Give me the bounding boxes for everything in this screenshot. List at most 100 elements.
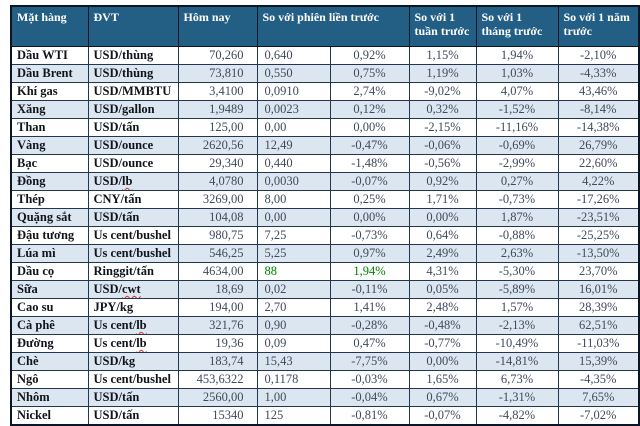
cell-unit: USD/kg <box>88 352 178 370</box>
cell-vs-year: -2,10% <box>558 46 639 64</box>
cell-name: Cà phê <box>11 316 88 334</box>
cell-change: 0,440 <box>257 154 330 172</box>
cell-vs-month: 6,73% <box>476 370 558 388</box>
cell-unit: Us cent/bushel <box>88 370 178 388</box>
cell-name: Dầu Brent <box>11 64 88 82</box>
cell-vs-session: -1,48% <box>330 154 409 172</box>
cell-today: 183,74 <box>178 352 257 370</box>
cell-today: 70,260 <box>178 46 257 64</box>
cell-vs-week: -2,15% <box>409 118 476 136</box>
cell-vs-session: 0,00% <box>330 118 409 136</box>
cell-unit: Ringgit/tấn <box>88 262 178 280</box>
cell-today: 546,25 <box>178 244 257 262</box>
cell-vs-month: 0,27% <box>476 172 558 190</box>
cell-vs-week: 0,00% <box>409 352 476 370</box>
table-row: ChèUSD/kg183,7415,43-7,75%0,00%-14,81%15… <box>11 352 639 370</box>
cell-change: 2,70 <box>257 298 330 316</box>
cell-vs-session: -0,28% <box>330 316 409 334</box>
cell-vs-week: 0,05% <box>409 280 476 298</box>
cell-unit: USD/cwt <box>88 280 178 298</box>
cell-vs-week: 1,15% <box>409 46 476 64</box>
table-row: Cao suJPY/kg194,002,701,41%2,48%1,57%28,… <box>11 298 639 316</box>
cell-change: 0,00 <box>257 208 330 226</box>
cell-vs-month: -2,13% <box>476 316 558 334</box>
cell-vs-session: 0,97% <box>330 244 409 262</box>
cell-vs-week: 1,65% <box>409 370 476 388</box>
cell-vs-session: -0,73% <box>330 226 409 244</box>
cell-vs-session: 0,12% <box>330 100 409 118</box>
cell-today: 3,4100 <box>178 82 257 100</box>
cell-vs-year: 23,70% <box>558 262 639 280</box>
cell-vs-session: -0,47% <box>330 136 409 154</box>
unit-text: Us cent/ <box>94 336 137 350</box>
cell-today: 194,00 <box>178 298 257 316</box>
cell-unit: USD/tấn <box>88 388 178 406</box>
cell-name: Quặng sắt <box>11 208 88 226</box>
cell-vs-month: -5,30% <box>476 262 558 280</box>
header-today: Hôm nay <box>178 6 257 46</box>
cell-vs-year: -13,50% <box>558 244 639 262</box>
cell-today: 2560,00 <box>178 388 257 406</box>
cell-today: 29,340 <box>178 154 257 172</box>
cell-vs-year: -11,03% <box>558 334 639 352</box>
cell-unit: USD/ounce <box>88 154 178 172</box>
cell-vs-session: -0,11% <box>330 280 409 298</box>
cell-name: Cao su <box>11 298 88 316</box>
cell-name: Lúa mì <box>11 244 88 262</box>
cell-vs-year: -8,14% <box>558 100 639 118</box>
cell-vs-week: 0,92% <box>409 172 476 190</box>
cell-vs-month: -0,69% <box>476 136 558 154</box>
cell-vs-week: 0,67% <box>409 388 476 406</box>
table-row: BạcUSD/ounce29,3400,440-1,48%-0,56%-2,99… <box>11 154 639 172</box>
cell-vs-year: 28,39% <box>558 298 639 316</box>
header-vs-1-week: So với 1 tuần trước <box>409 6 476 46</box>
unit-spellcheck-text: lb <box>122 174 132 188</box>
cell-name: Sữa <box>11 280 88 298</box>
cell-vs-session: -0,04% <box>330 388 409 406</box>
table-row: ĐồngUSD/lb4,07800,0030-0,07%0,92%0,27%4,… <box>11 172 639 190</box>
cell-vs-session: 0,25% <box>330 190 409 208</box>
cell-vs-month: 1,87% <box>476 208 558 226</box>
cell-vs-week: 1,19% <box>409 64 476 82</box>
cell-change: 0,550 <box>257 64 330 82</box>
table-row: NgôUs cent/bushel453,63220,1178-0,03%1,6… <box>11 370 639 388</box>
header-commodity: Mặt hàng <box>11 6 88 46</box>
cell-vs-session: 0,47% <box>330 334 409 352</box>
table-body: Dầu WTIUSD/thùng70,2600,6400,92%1,15%1,9… <box>11 46 639 425</box>
cell-unit: USD/thùng <box>88 46 178 64</box>
cell-unit: Us cent/bushel <box>88 226 178 244</box>
cell-vs-month: -11,16% <box>476 118 558 136</box>
cell-change: 0,0910 <box>257 82 330 100</box>
cell-name: Than <box>11 118 88 136</box>
cell-today: 125,00 <box>178 118 257 136</box>
table-row: XăngUSD/gallon1,94890,00230,12%0,32%-1,5… <box>11 100 639 118</box>
cell-name: Nhôm <box>11 388 88 406</box>
cell-vs-month: -1,52% <box>476 100 558 118</box>
cell-vs-year: -17,26% <box>558 190 639 208</box>
table-row: Lúa mìUs cent/bushel546,255,250,97%2,49%… <box>11 244 639 262</box>
cell-change: 0,640 <box>257 46 330 64</box>
commodity-price-table-container: Mặt hàng ĐVT Hôm nay So với phiên liền t… <box>10 5 640 426</box>
cell-today: 3269,00 <box>178 190 257 208</box>
cell-today: 4,0780 <box>178 172 257 190</box>
cell-unit: USD/thùng <box>88 64 178 82</box>
cell-vs-week: -0,06% <box>409 136 476 154</box>
commodity-price-table: Mặt hàng ĐVT Hôm nay So với phiên liền t… <box>10 5 640 426</box>
table-row: Dầu cọRinggit/tấn4634,00881,94%4,31%-5,3… <box>11 262 639 280</box>
unit-spellcheck-text: lb <box>136 318 146 332</box>
table-row: Dầu BrentUSD/thùng73,8100,5500,75%1,19%1… <box>11 64 639 82</box>
cell-unit: Us cent/lb <box>88 316 178 334</box>
cell-vs-year: 16,01% <box>558 280 639 298</box>
cell-unit: USD/gallon <box>88 100 178 118</box>
cell-vs-year: 62,51% <box>558 316 639 334</box>
table-row: ThanUSD/tấn125,000,000,00%-2,15%-11,16%-… <box>11 118 639 136</box>
cell-today: 2620,56 <box>178 136 257 154</box>
cell-today: 104,08 <box>178 208 257 226</box>
table-row: VàngUSD/ounce2620,5612,49-0,47%-0,06%-0,… <box>11 136 639 154</box>
cell-change: 0,1178 <box>257 370 330 388</box>
cell-vs-session: 0,75% <box>330 64 409 82</box>
cell-vs-year: 26,79% <box>558 136 639 154</box>
header-row: Mặt hàng ĐVT Hôm nay So với phiên liền t… <box>11 6 639 46</box>
cell-vs-year: -23,51% <box>558 208 639 226</box>
cell-vs-session: 0,00% <box>330 208 409 226</box>
